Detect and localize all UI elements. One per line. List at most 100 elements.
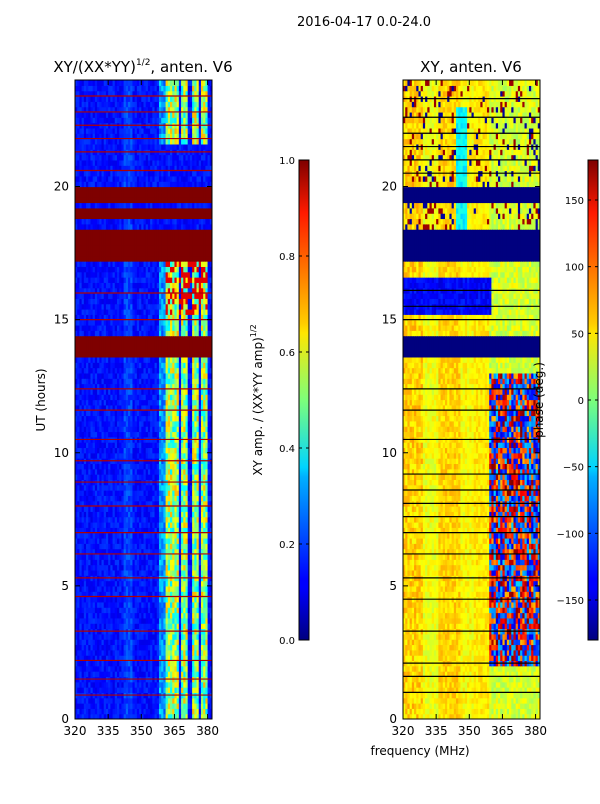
heatmap-cell bbox=[194, 559, 198, 566]
heatmap-cell bbox=[128, 591, 131, 598]
heatmap-cell bbox=[183, 607, 187, 614]
heatmap-cell bbox=[77, 293, 81, 299]
heatmap-cell bbox=[158, 420, 162, 427]
figure-xlabel: frequency (MHz) bbox=[370, 744, 469, 758]
heatmap-cell bbox=[170, 713, 173, 719]
heatmap-cell bbox=[189, 351, 193, 358]
heatmap-cell bbox=[128, 372, 131, 379]
heatmap-cell bbox=[105, 351, 109, 358]
heatmap-cell bbox=[77, 442, 81, 449]
heatmap-cell bbox=[165, 644, 169, 651]
heatmap-cell bbox=[161, 319, 164, 326]
heatmap-cell bbox=[86, 308, 89, 315]
heatmap-cell bbox=[192, 537, 195, 544]
heatmap-cell bbox=[125, 521, 129, 528]
heatmap-cell bbox=[194, 314, 198, 321]
heatmap-cell bbox=[134, 617, 138, 624]
heatmap-cell bbox=[158, 452, 162, 459]
heatmap-cell bbox=[183, 500, 187, 507]
heatmap-cell bbox=[132, 500, 136, 507]
heatmap-cell bbox=[161, 463, 164, 470]
heatmap-cell bbox=[147, 420, 151, 427]
heatmap-cell bbox=[203, 463, 206, 470]
heatmap-cell bbox=[77, 596, 81, 603]
heatmap-cell bbox=[189, 527, 193, 534]
heatmap-cell bbox=[163, 532, 167, 539]
heatmap-cell bbox=[136, 580, 140, 587]
heatmap-cell bbox=[167, 569, 171, 576]
heatmap-cell bbox=[75, 548, 78, 555]
heatmap-cell bbox=[121, 367, 125, 374]
heatmap-cell bbox=[116, 420, 120, 427]
heatmap-cell bbox=[198, 474, 202, 480]
heatmap-cell bbox=[198, 612, 202, 619]
heatmap-cell bbox=[172, 548, 176, 555]
heatmap-cell bbox=[172, 308, 176, 315]
heatmap-cell bbox=[196, 527, 200, 534]
heatmap-cell bbox=[114, 287, 118, 294]
heatmap-cell bbox=[145, 639, 149, 646]
heatmap-cell bbox=[79, 394, 83, 401]
heatmap-cell bbox=[147, 697, 151, 704]
heatmap-cell bbox=[203, 452, 206, 459]
heatmap-cell bbox=[209, 617, 212, 624]
heatmap-cell bbox=[110, 351, 114, 358]
heatmap-cell bbox=[94, 346, 98, 353]
heatmap-cell bbox=[185, 293, 189, 299]
heatmap-cell bbox=[152, 447, 156, 454]
heatmap-cell bbox=[143, 681, 147, 688]
heatmap-cell bbox=[178, 415, 182, 422]
heatmap-cell bbox=[165, 362, 169, 369]
heatmap-cell bbox=[158, 697, 162, 704]
heatmap-cell bbox=[178, 511, 182, 518]
heatmap-cell bbox=[112, 340, 116, 347]
heatmap-cell bbox=[189, 420, 193, 427]
heatmap-cell bbox=[130, 484, 134, 491]
heatmap-cell bbox=[101, 399, 105, 406]
heatmap-cell bbox=[205, 500, 209, 507]
heatmap-cell bbox=[147, 463, 151, 470]
heatmap-cell bbox=[110, 601, 114, 608]
heatmap-cell bbox=[192, 303, 195, 310]
heatmap-cell bbox=[200, 660, 204, 667]
heatmap-cell bbox=[114, 569, 118, 576]
heatmap-cell bbox=[90, 442, 94, 449]
heatmap-cell bbox=[81, 596, 85, 603]
heatmap-cell bbox=[147, 468, 151, 475]
heatmap-cell bbox=[110, 708, 114, 715]
heatmap-cell bbox=[198, 644, 202, 651]
heatmap-cell bbox=[99, 415, 103, 422]
heatmap-cell bbox=[94, 287, 98, 294]
heatmap-cell bbox=[134, 442, 138, 449]
heatmap-cell bbox=[189, 537, 193, 544]
heatmap-cell bbox=[145, 420, 149, 427]
heatmap-cell bbox=[187, 442, 191, 449]
heatmap-cell bbox=[75, 569, 78, 576]
heatmap-cell bbox=[81, 495, 85, 502]
heatmap-cell bbox=[145, 367, 149, 374]
heatmap-cell bbox=[88, 490, 92, 496]
heatmap-cell bbox=[205, 697, 209, 704]
heatmap-cell bbox=[105, 383, 109, 390]
heatmap-cell bbox=[77, 500, 81, 507]
heatmap-cell bbox=[183, 569, 187, 576]
heatmap-cell bbox=[165, 671, 169, 677]
heatmap-cell bbox=[172, 633, 176, 640]
heatmap-cell bbox=[108, 399, 111, 406]
heatmap-cell bbox=[143, 431, 147, 438]
heatmap-cell bbox=[183, 298, 187, 305]
heatmap-cell bbox=[110, 383, 114, 390]
heatmap-cell bbox=[92, 372, 96, 379]
heatmap-cell bbox=[189, 569, 193, 576]
heatmap-cell bbox=[161, 633, 164, 640]
heatmap-cell bbox=[167, 665, 171, 672]
heatmap-cell bbox=[94, 388, 98, 395]
heatmap-cell bbox=[83, 287, 87, 294]
heatmap-cell bbox=[203, 596, 206, 603]
heatmap-cell bbox=[128, 703, 131, 709]
heatmap-cell bbox=[203, 404, 206, 411]
heatmap-cell bbox=[75, 356, 78, 363]
heatmap-cell bbox=[114, 639, 118, 646]
heatmap-cell bbox=[94, 708, 98, 715]
heatmap-cell bbox=[116, 500, 120, 507]
